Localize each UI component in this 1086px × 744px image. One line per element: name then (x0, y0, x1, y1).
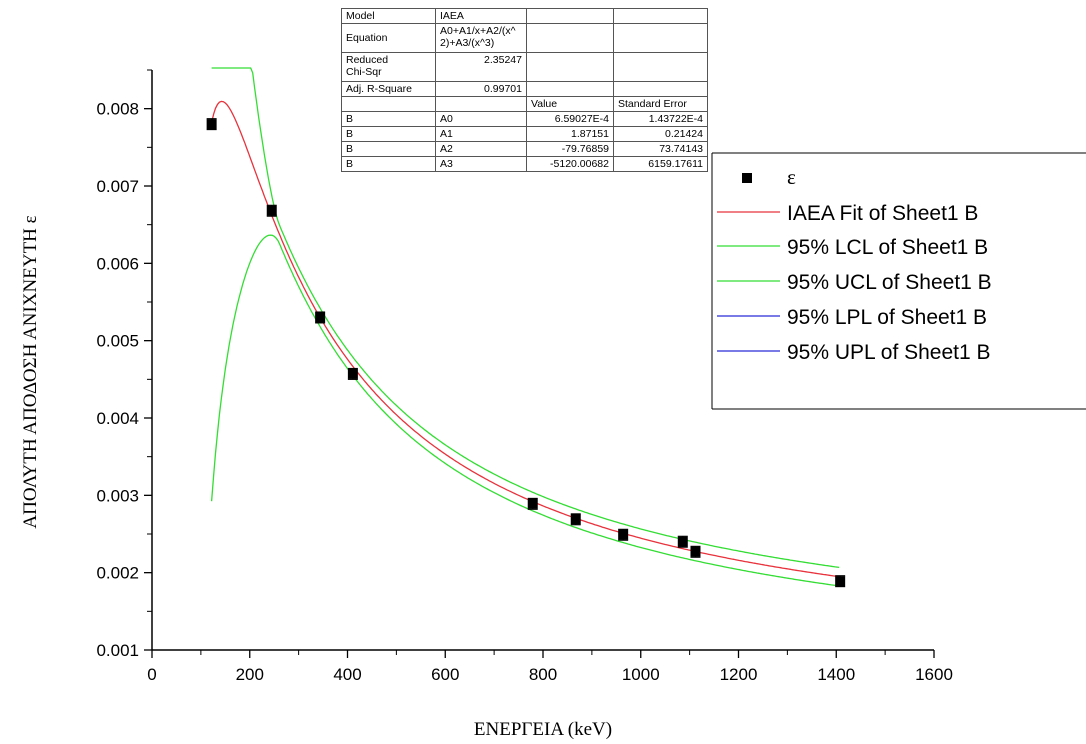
table-row: B A1 1.87151 0.21424 (341, 126, 708, 142)
model-value: IAEA (435, 8, 527, 24)
lcl-curve (210, 234, 840, 587)
x-tick-label: 1200 (720, 665, 758, 684)
ucl-curve (211, 67, 840, 569)
table-row: B A0 6.59027E-4 1.43722E-4 (341, 111, 708, 127)
r2-label: Adj. R-Square (341, 81, 436, 97)
data-point (266, 205, 277, 216)
y-axis-title: ΑΠΟΛΥΤΗ ΑΠΟΔΟΣΗ ΑΝΙΧΝΕΥΤΗ ε (20, 215, 41, 528)
legend: ε IAEA Fit of Sheet1 B 95% LCL of Sheet1… (711, 152, 1086, 410)
x-tick-label: 1000 (622, 665, 660, 684)
fit-parameters-table: Model IAEA Equation A0+A1/x+A2/(x^ 2)+A3/… (341, 8, 708, 172)
data-point (347, 368, 358, 379)
y-tick-label: 0.007 (96, 177, 139, 196)
equation-value: A0+A1/x+A2/(x^ 2)+A3/(x^3) (435, 23, 527, 53)
fit-curve (210, 100, 840, 578)
data-point (677, 536, 688, 547)
x-tick-label: 200 (236, 665, 264, 684)
x-tick-label: 400 (333, 665, 361, 684)
value-header: Value (526, 96, 614, 112)
x-tick-label: 1400 (817, 665, 855, 684)
y-tick-label: 0.003 (96, 486, 139, 505)
chi-value: 2.35247 (435, 52, 527, 82)
equation-label: Equation (341, 23, 436, 53)
data-point (570, 514, 581, 525)
r2-value: 0.99701 (435, 81, 527, 97)
y-tick-label: 0.005 (96, 332, 139, 351)
data-point (618, 529, 629, 540)
data-point (206, 119, 217, 130)
legend-label-lcl: 95% LCL of Sheet1 B (787, 236, 988, 259)
y-ticks: 0.001 0.002 0.003 0.004 0.005 0.006 0.007 0.008 (96, 69, 152, 660)
legend-label-fit: IAEA Fit of Sheet1 B (787, 202, 978, 225)
x-axis-title: ΕΝΕΡΓΕΙΑ (keV) (474, 719, 612, 740)
model-label: Model (341, 8, 436, 24)
data-points (206, 118, 846, 588)
chi-label: Reduced Chi-Sqr (341, 52, 436, 82)
table-row: B A3 -5120.00682 6159.17611 (341, 156, 708, 172)
data-point (690, 546, 701, 557)
data-point (315, 312, 326, 323)
legend-label-points: ε (787, 165, 796, 189)
data-point (527, 498, 538, 509)
x-tick-label: 800 (529, 665, 557, 684)
table-row: B A2 -79.76859 73.74143 (341, 141, 708, 157)
axes: 0 200 400 600 800 1000 1200 1400 1600 0.001 0.002… (96, 69, 953, 684)
x-tick-label: 0 (147, 665, 156, 684)
legend-label-ucl: 95% UCL of Sheet1 B (787, 271, 992, 294)
error-header: Standard Error (613, 96, 708, 112)
y-tick-label: 0.006 (96, 254, 139, 273)
x-ticks: 0 200 400 600 800 1000 1200 1400 1600 (147, 650, 953, 684)
legend-label-upl: 95% UPL of Sheet1 B (787, 341, 991, 364)
x-tick-label: 600 (431, 665, 459, 684)
y-tick-label: 0.002 (96, 564, 139, 583)
data-point (835, 576, 846, 587)
y-tick-label: 0.004 (96, 409, 139, 428)
legend-label-lpl: 95% LPL of Sheet1 B (787, 306, 987, 329)
x-tick-label: 1600 (915, 665, 953, 684)
y-tick-label: 0.008 (96, 100, 139, 119)
legend-marker-square (742, 173, 752, 183)
y-tick-label: 0.001 (96, 641, 139, 660)
